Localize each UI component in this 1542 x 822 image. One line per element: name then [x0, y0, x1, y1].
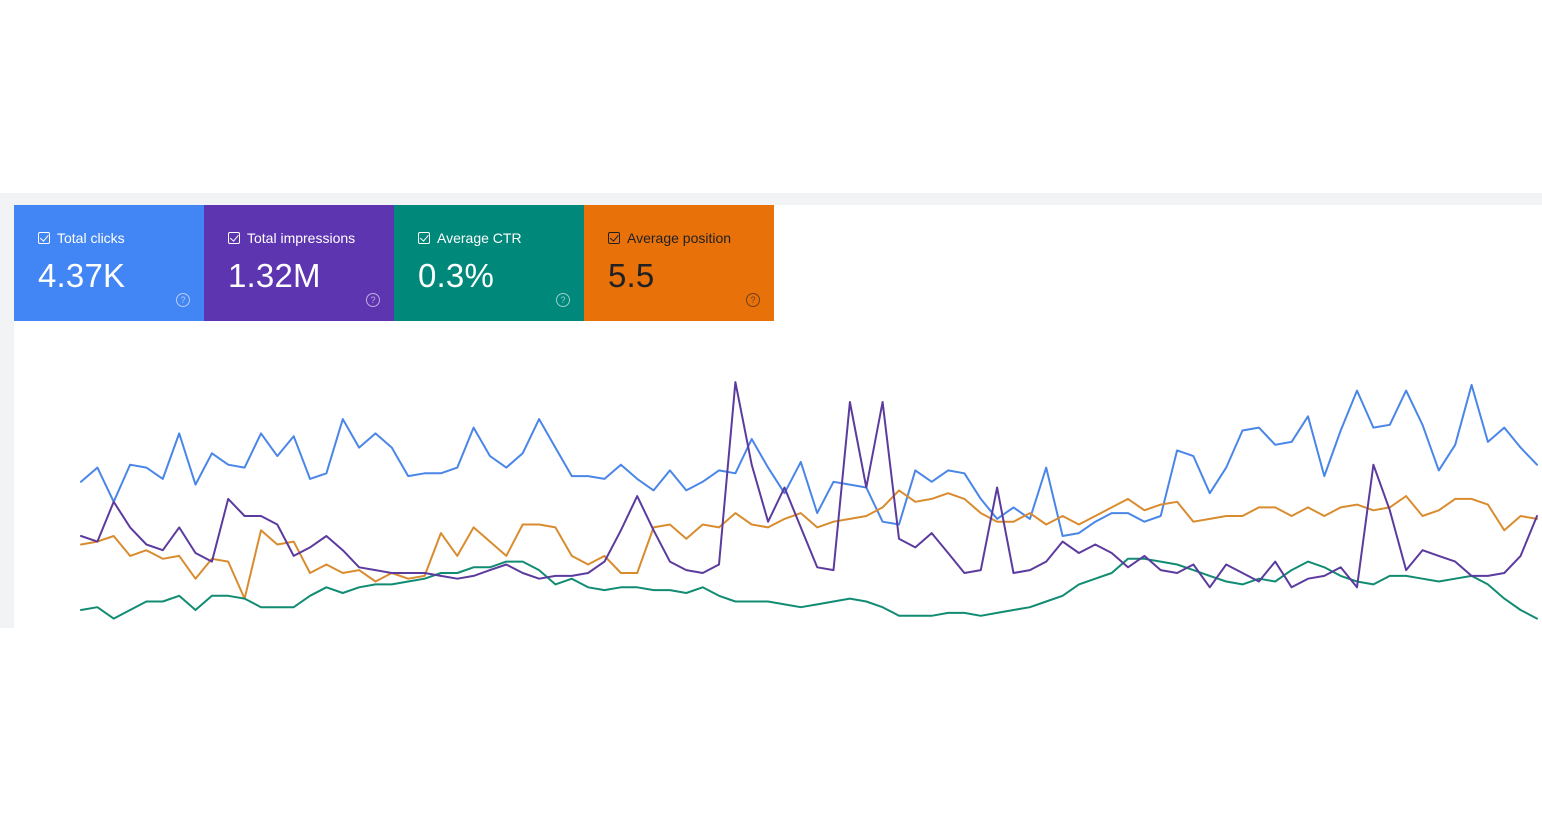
average-ctr-card[interactable]: Average CTR 0.3% ?: [394, 205, 584, 321]
performance-card: Total clicks 4.37K ? Total impressions 1…: [14, 205, 1542, 628]
average-ctr-label: Average CTR: [437, 230, 522, 246]
average-ctr-header: Average CTR: [418, 230, 522, 246]
total-impressions-label: Total impressions: [247, 230, 356, 246]
total-impressions-value: 1.32M: [228, 257, 321, 294]
total-impressions-card[interactable]: Total impressions 1.32M ?: [204, 205, 394, 321]
help-icon[interactable]: ?: [176, 293, 190, 307]
checkbox-checked-icon[interactable]: [418, 232, 430, 244]
checkbox-checked-icon[interactable]: [38, 232, 50, 244]
performance-panel: Total clicks 4.37K ? Total impressions 1…: [0, 193, 1542, 628]
average-position-value: 5.5: [608, 257, 655, 294]
total-impressions-header: Total impressions: [228, 230, 355, 246]
average-position-label: Average position: [627, 230, 732, 246]
checkbox-checked-icon[interactable]: [608, 232, 620, 244]
help-icon[interactable]: ?: [746, 293, 760, 307]
total-clicks-header: Total clicks: [38, 230, 125, 246]
total-clicks-card[interactable]: Total clicks 4.37K ?: [14, 205, 204, 321]
checkbox-checked-icon[interactable]: [228, 232, 240, 244]
average-ctr-value: 0.3%: [418, 257, 495, 294]
average-position-header: Average position: [608, 230, 731, 246]
total-clicks-value: 4.37K: [38, 257, 126, 294]
average-position-card[interactable]: Average position 5.5 ?: [584, 205, 774, 321]
help-icon[interactable]: ?: [556, 293, 570, 307]
help-icon[interactable]: ?: [366, 293, 380, 307]
total-clicks-label: Total clicks: [57, 230, 125, 246]
metric-cards: Total clicks 4.37K ? Total impressions 1…: [14, 205, 774, 321]
